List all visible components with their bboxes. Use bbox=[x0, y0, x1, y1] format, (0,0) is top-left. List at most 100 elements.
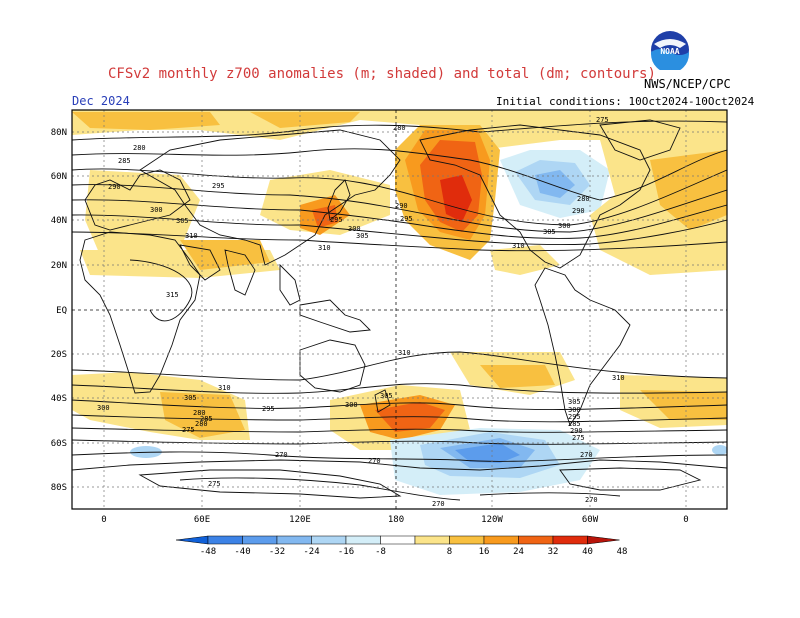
contour-label: 315 bbox=[166, 291, 179, 299]
colorbar-label: 24 bbox=[513, 547, 524, 557]
lat-label: EQ bbox=[56, 306, 67, 316]
lat-label: 60N bbox=[51, 172, 67, 182]
height-contours bbox=[72, 120, 727, 501]
contour-label: 290 bbox=[395, 202, 408, 210]
colorbar: -48 -40 -32 -24 -16 -8 8 16 24 32 40 48 bbox=[175, 535, 628, 557]
lon-label: 0 bbox=[101, 515, 106, 525]
colorbar-label: -16 bbox=[338, 547, 354, 557]
colorbar-swatch bbox=[414, 535, 450, 545]
contour-label: 280 bbox=[133, 144, 146, 152]
contour-label: 295 bbox=[400, 215, 413, 223]
contour-label: 285 bbox=[200, 415, 213, 423]
colorbar-swatch bbox=[276, 535, 312, 545]
contour-label: 300 bbox=[150, 206, 163, 214]
colorbar-swatch bbox=[242, 535, 278, 545]
contour-label: 295 bbox=[330, 216, 343, 224]
colorbar-label: -24 bbox=[303, 547, 319, 557]
contour-label: 280 bbox=[393, 124, 406, 132]
contour-label: 295 bbox=[212, 182, 225, 190]
contour-label: 295 bbox=[262, 405, 275, 413]
contour-label: 290 bbox=[108, 183, 121, 191]
contour-label: 300 bbox=[558, 222, 571, 230]
colorbar-swatch bbox=[483, 535, 519, 545]
noaa-logo: NOAA bbox=[650, 30, 690, 73]
lat-label: 80S bbox=[51, 483, 67, 493]
map-title: CFSv2 monthly z700 anomalies (m; shaded)… bbox=[108, 66, 656, 82]
contour-label: 300 bbox=[345, 401, 358, 409]
contour-labels: 275 280 280 285 290 295 290 295 300 305 … bbox=[97, 116, 625, 508]
contour-label: 310 bbox=[185, 232, 198, 240]
colorbar-arrow-low bbox=[175, 535, 209, 545]
contour-label: 310 bbox=[512, 242, 525, 250]
lon-label: 180 bbox=[388, 515, 404, 525]
lat-label: 40S bbox=[51, 394, 67, 404]
contour-label: 305 bbox=[380, 392, 393, 400]
contour-label: 270 bbox=[585, 496, 598, 504]
colorbar-label: 48 bbox=[617, 547, 628, 557]
colorbar-swatch bbox=[311, 535, 347, 545]
contour-label: 275 bbox=[182, 426, 195, 434]
colorbar-swatch bbox=[207, 535, 243, 545]
colorbar-label: -32 bbox=[269, 547, 285, 557]
contour-label: 270 bbox=[432, 500, 445, 508]
colorbar-swatch bbox=[552, 535, 588, 545]
contour-label: 300 bbox=[568, 406, 581, 414]
colorbar-label: -40 bbox=[234, 547, 250, 557]
logo-text: NOAA bbox=[660, 47, 679, 56]
contour-label: 270 bbox=[368, 457, 381, 465]
lat-label: 60S bbox=[51, 439, 67, 449]
colorbar-label: -8 bbox=[375, 547, 386, 557]
forecast-period: Dec 2024 bbox=[72, 94, 130, 108]
contour-label: 285 bbox=[568, 420, 581, 428]
lat-label: 80N bbox=[51, 128, 67, 138]
contour-label: 275 bbox=[208, 480, 221, 488]
colorbar-swatch bbox=[380, 535, 416, 545]
contour-label: 310 bbox=[612, 374, 625, 382]
contour-label: 305 bbox=[176, 217, 189, 225]
contour-label: 305 bbox=[356, 232, 369, 240]
contour-label: 310 bbox=[318, 244, 331, 252]
contour-label: 290 bbox=[570, 427, 583, 435]
longitude-labels: 0 60E 120E 180 120W 60W 0 bbox=[101, 515, 688, 525]
contour-label: 280 bbox=[195, 420, 208, 428]
colorbar-swatch bbox=[345, 535, 381, 545]
contour-label: 280 bbox=[577, 195, 590, 203]
contour-label: 280 bbox=[193, 409, 206, 417]
graticule bbox=[72, 110, 727, 509]
contour-label: 310 bbox=[218, 384, 231, 392]
contour-label: 310 bbox=[398, 349, 411, 357]
contour-label: 300 bbox=[97, 404, 110, 412]
colorbar-arrow-high bbox=[587, 535, 620, 545]
contour-label: 275 bbox=[572, 434, 585, 442]
latitude-labels: 80N 60N 40N 20N EQ 20S 40S 60S 80S bbox=[51, 128, 67, 493]
contour-label: 270 bbox=[580, 451, 593, 459]
initial-conditions: Initial conditions: 10Oct2024-10Oct2024 bbox=[496, 95, 755, 108]
lat-label: 40N bbox=[51, 216, 67, 226]
colorbar-swatch bbox=[449, 535, 485, 545]
colorbar-label: 16 bbox=[479, 547, 490, 557]
contour-label: 295 bbox=[568, 413, 581, 421]
contour-label: 305 bbox=[543, 228, 556, 236]
contour-label: 305 bbox=[184, 394, 197, 402]
contour-label: 290 bbox=[572, 207, 585, 215]
contour-label: 305 bbox=[568, 398, 581, 406]
colorbar-label: 40 bbox=[582, 547, 593, 557]
reference-lines bbox=[72, 110, 727, 509]
contour-label: 270 bbox=[275, 451, 288, 459]
colorbar-label: 8 bbox=[447, 547, 452, 557]
contour-label: 275 bbox=[596, 116, 609, 124]
lon-label: 120E bbox=[289, 515, 311, 525]
lat-label: 20S bbox=[51, 350, 67, 360]
lon-label: 60E bbox=[194, 515, 210, 525]
colorbar-label: -48 bbox=[200, 547, 216, 557]
contour-label: 300 bbox=[348, 225, 361, 233]
lon-label: 0 bbox=[683, 515, 688, 525]
map-frame bbox=[71, 109, 728, 510]
agency-label: NWS/NCEP/CPC bbox=[644, 77, 731, 91]
lon-label: 60W bbox=[582, 515, 599, 525]
lon-label: 120W bbox=[481, 515, 503, 525]
contour-label: 285 bbox=[118, 157, 131, 165]
colorbar-swatch bbox=[518, 535, 554, 545]
lat-label: 20N bbox=[51, 261, 67, 271]
